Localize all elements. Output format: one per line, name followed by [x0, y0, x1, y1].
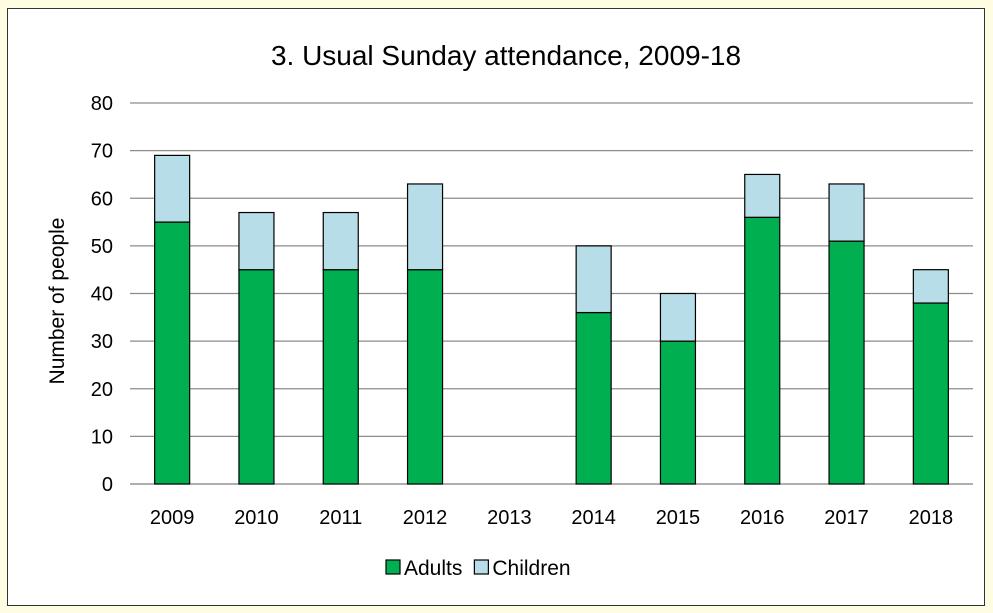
bar-adults-2011	[322, 269, 359, 485]
bar-children-2012	[406, 183, 444, 271]
bars	[154, 154, 949, 485]
y-tick-label: 20	[91, 379, 113, 401]
x-tick-label: 2015	[656, 507, 701, 529]
bar-adults-2017	[828, 240, 865, 485]
y-tick-label: 50	[91, 236, 113, 258]
bar-children-2015	[659, 292, 697, 342]
x-tick-label: 2018	[909, 507, 954, 529]
bar-children-2011	[322, 211, 359, 271]
y-tick-label: 60	[91, 188, 113, 210]
bar-adults-2015	[659, 340, 697, 485]
x-tick-label: 2010	[234, 507, 279, 529]
bar-children-2010	[238, 211, 275, 271]
y-tick-label: 40	[91, 284, 113, 306]
bar-children-2016	[744, 173, 781, 218]
legend-swatch-children	[473, 559, 489, 575]
bar-children-2017	[828, 183, 865, 242]
y-tick-label: 70	[91, 141, 113, 163]
bar-adults-2010	[238, 269, 275, 485]
x-tick-label: 2017	[824, 507, 869, 529]
x-tick-label: 2016	[740, 507, 785, 529]
bar-adults-2018	[912, 302, 949, 485]
x-tick-label: 2013	[487, 507, 532, 529]
legend-swatch-adults	[385, 559, 401, 575]
x-tick-label: 2011	[319, 507, 362, 529]
legend: Adults Children	[385, 557, 571, 580]
legend-label-adults: Adults	[404, 557, 462, 580]
chart-svg: 3. Usual Sunday attendance, 2009-18 Numb…	[46, 40, 973, 580]
y-tick-label: 10	[91, 426, 113, 448]
chart-frame: 3. Usual Sunday attendance, 2009-18 Numb…	[7, 8, 985, 606]
bar-children-2009	[154, 154, 191, 223]
bar-adults-2016	[744, 216, 781, 485]
x-tick-label: 2014	[571, 507, 616, 529]
legend-label-children: Children	[492, 557, 570, 580]
y-tick-label: 0	[102, 474, 113, 496]
y-tick-labels: 0 10 20 30 40 50 60 70 80	[91, 93, 113, 496]
y-axis-title: Number of people	[46, 218, 69, 385]
x-tick-labels: 2009 2010 2011 2012 2013 2014 2015 2016 2017 2018	[150, 507, 953, 529]
bar-children-2014	[575, 245, 612, 314]
bar-children-2018	[912, 269, 949, 304]
x-tick-label: 2012	[403, 507, 448, 529]
y-tick-label: 30	[91, 331, 113, 353]
bar-adults-2009	[154, 221, 191, 485]
bar-adults-2012	[406, 269, 444, 485]
chart-title: 3. Usual Sunday attendance, 2009-18	[271, 40, 741, 71]
bar-adults-2014	[575, 311, 612, 485]
y-tick-label: 80	[91, 93, 113, 115]
x-tick-label: 2009	[150, 507, 195, 529]
